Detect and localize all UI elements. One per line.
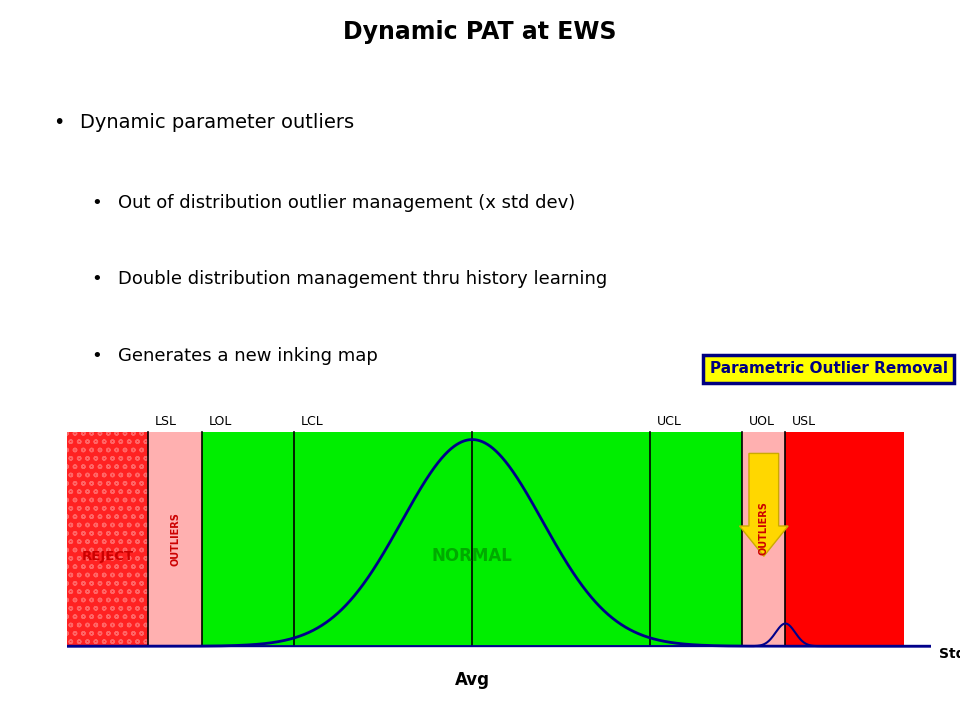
Bar bbox=[785, 432, 904, 647]
Text: LCL: LCL bbox=[300, 415, 324, 428]
Text: Dynamic parameter outliers: Dynamic parameter outliers bbox=[80, 113, 354, 132]
Text: Generates a new inking map: Generates a new inking map bbox=[118, 347, 378, 365]
Text: USL: USL bbox=[792, 415, 816, 428]
Text: REJECT: REJECT bbox=[82, 550, 133, 563]
Text: LOL: LOL bbox=[208, 415, 232, 428]
Text: •: • bbox=[91, 194, 102, 212]
Bar bbox=[742, 432, 785, 647]
Text: Avg: Avg bbox=[455, 671, 490, 690]
Text: LSL: LSL bbox=[155, 415, 177, 428]
Text: •: • bbox=[91, 347, 102, 365]
Text: Std Dev: Std Dev bbox=[939, 647, 960, 661]
Text: UOL: UOL bbox=[749, 415, 775, 428]
Text: Parametric Outlier Removal: Parametric Outlier Removal bbox=[709, 361, 948, 377]
Text: Double distribution management thru history learning: Double distribution management thru hist… bbox=[118, 270, 608, 288]
Text: •: • bbox=[53, 113, 64, 132]
Bar bbox=[148, 432, 203, 647]
Text: UCL: UCL bbox=[657, 415, 682, 428]
Text: OUTLIERS: OUTLIERS bbox=[170, 512, 180, 566]
Bar bbox=[67, 432, 148, 647]
Text: NORMAL: NORMAL bbox=[432, 547, 513, 565]
Bar bbox=[67, 432, 148, 647]
Bar bbox=[203, 432, 742, 647]
Text: Out of distribution outlier management (x std dev): Out of distribution outlier management (… bbox=[118, 194, 575, 212]
Text: •: • bbox=[91, 270, 102, 288]
Text: Dynamic PAT at EWS: Dynamic PAT at EWS bbox=[344, 20, 616, 44]
FancyArrow shape bbox=[739, 454, 788, 557]
Text: OUTLIERS: OUTLIERS bbox=[758, 501, 769, 555]
